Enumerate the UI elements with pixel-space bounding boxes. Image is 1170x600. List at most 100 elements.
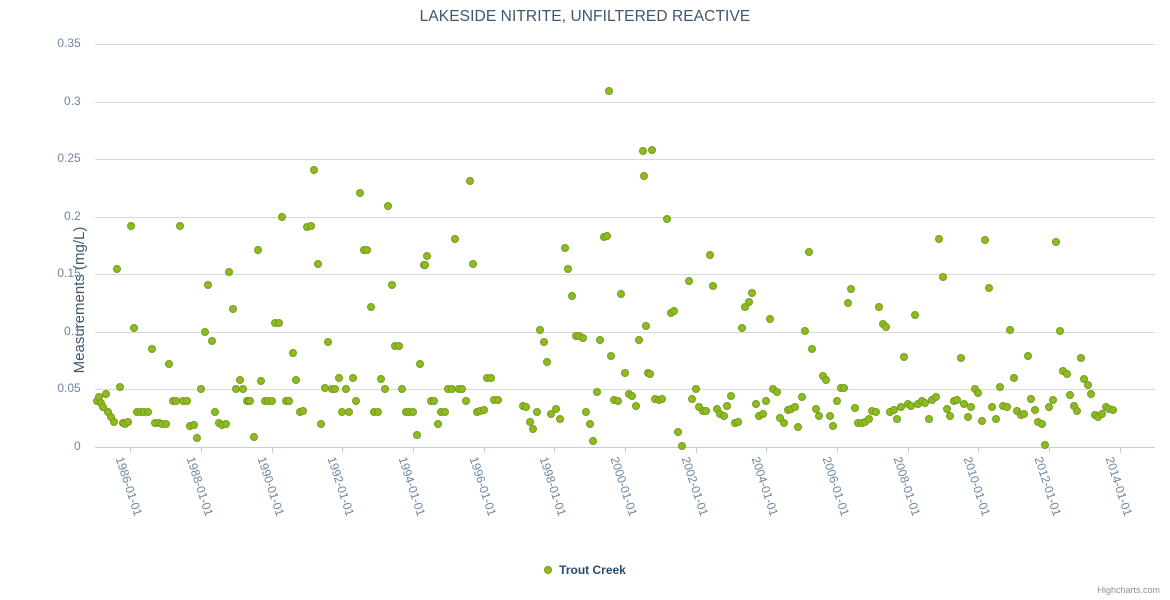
scatter-point[interactable] bbox=[228, 304, 237, 313]
scatter-point[interactable] bbox=[882, 323, 891, 332]
scatter-point[interactable] bbox=[253, 246, 262, 255]
scatter-point[interactable] bbox=[605, 87, 614, 96]
scatter-point[interactable] bbox=[758, 409, 767, 418]
scatter-point[interactable] bbox=[804, 248, 813, 257]
scatter-point[interactable] bbox=[239, 385, 248, 394]
scatter-point[interactable] bbox=[645, 370, 654, 379]
scatter-point[interactable] bbox=[578, 333, 587, 342]
scatter-point[interactable] bbox=[377, 375, 386, 384]
scatter-point[interactable] bbox=[257, 377, 266, 386]
scatter-point[interactable] bbox=[628, 392, 637, 401]
scatter-point[interactable] bbox=[762, 396, 771, 405]
scatter-point[interactable] bbox=[458, 385, 467, 394]
scatter-point[interactable] bbox=[946, 411, 955, 420]
scatter-point[interactable] bbox=[702, 407, 711, 416]
scatter-point[interactable] bbox=[373, 408, 382, 417]
scatter-point[interactable] bbox=[833, 396, 841, 405]
scatter-point[interactable] bbox=[387, 280, 396, 289]
scatter-point[interactable] bbox=[324, 338, 333, 347]
scatter-point[interactable] bbox=[606, 352, 615, 361]
scatter-point[interactable] bbox=[1062, 370, 1071, 379]
scatter-point[interactable] bbox=[1073, 407, 1082, 416]
scatter-point[interactable] bbox=[748, 288, 757, 297]
scatter-point[interactable] bbox=[112, 264, 121, 273]
scatter-point[interactable] bbox=[165, 360, 174, 369]
scatter-point[interactable] bbox=[709, 281, 718, 290]
scatter-point[interactable] bbox=[207, 337, 216, 346]
scatter-point[interactable] bbox=[285, 396, 294, 405]
scatter-point[interactable] bbox=[127, 221, 136, 230]
scatter-point[interactable] bbox=[963, 413, 972, 422]
scatter-point[interactable] bbox=[822, 376, 831, 385]
scatter-point[interactable] bbox=[430, 396, 439, 405]
scatter-point[interactable] bbox=[1045, 402, 1053, 411]
scatter-point[interactable] bbox=[1048, 395, 1057, 404]
scatter-point[interactable] bbox=[658, 394, 667, 403]
scatter-point[interactable] bbox=[981, 235, 990, 244]
scatter-point[interactable] bbox=[345, 408, 354, 417]
scatter-point[interactable] bbox=[663, 215, 672, 224]
scatter-point[interactable] bbox=[115, 383, 124, 392]
scatter-point[interactable] bbox=[539, 338, 548, 347]
scatter-point[interactable] bbox=[992, 415, 1000, 424]
scatter-point[interactable] bbox=[737, 324, 746, 333]
scatter-point[interactable] bbox=[772, 387, 781, 396]
scatter-point[interactable] bbox=[348, 373, 357, 382]
scatter-point[interactable] bbox=[462, 396, 470, 405]
scatter-point[interactable] bbox=[691, 385, 700, 394]
scatter-point[interactable] bbox=[221, 419, 230, 428]
scatter-point[interactable] bbox=[719, 411, 728, 420]
scatter-point[interactable] bbox=[847, 285, 856, 294]
credits-link[interactable]: Highcharts.com bbox=[1097, 585, 1160, 595]
scatter-point[interactable] bbox=[211, 408, 220, 417]
scatter-point[interactable] bbox=[638, 147, 647, 156]
scatter-point[interactable] bbox=[871, 408, 880, 417]
scatter-point[interactable] bbox=[299, 407, 308, 416]
scatter-point[interactable] bbox=[555, 415, 564, 424]
scatter-point[interactable] bbox=[1009, 373, 1018, 382]
scatter-point[interactable] bbox=[560, 243, 569, 252]
scatter-point[interactable] bbox=[546, 409, 555, 418]
scatter-point[interactable] bbox=[292, 376, 301, 385]
scatter-point[interactable] bbox=[423, 251, 432, 260]
scatter-point[interactable] bbox=[267, 396, 276, 405]
scatter-point[interactable] bbox=[568, 292, 576, 301]
scatter-point[interactable] bbox=[416, 360, 425, 369]
scatter-point[interactable] bbox=[529, 424, 538, 433]
legend-item-trout-creek[interactable]: Trout Creek bbox=[544, 563, 626, 577]
scatter-point[interactable] bbox=[674, 428, 682, 437]
scatter-point[interactable] bbox=[988, 402, 997, 411]
scatter-point[interactable] bbox=[433, 419, 442, 428]
scatter-point[interactable] bbox=[585, 419, 594, 428]
scatter-point[interactable] bbox=[829, 422, 838, 431]
scatter-point[interactable] bbox=[984, 284, 993, 293]
scatter-point[interactable] bbox=[197, 385, 205, 394]
scatter-point[interactable] bbox=[421, 261, 430, 270]
scatter-point[interactable] bbox=[536, 325, 545, 334]
scatter-point[interactable] bbox=[688, 394, 697, 403]
scatter-point[interactable] bbox=[161, 419, 170, 428]
scatter-point[interactable] bbox=[479, 406, 488, 415]
scatter-point[interactable] bbox=[967, 402, 976, 411]
scatter-point[interactable] bbox=[1037, 419, 1046, 428]
scatter-point[interactable] bbox=[182, 396, 191, 405]
scatter-point[interactable] bbox=[288, 348, 297, 357]
scatter-point[interactable] bbox=[1020, 409, 1029, 418]
scatter-point[interactable] bbox=[1006, 325, 1015, 334]
scatter-point[interactable] bbox=[384, 202, 393, 211]
scatter-point[interactable] bbox=[939, 272, 947, 281]
scatter-point[interactable] bbox=[175, 221, 184, 230]
scatter-point[interactable] bbox=[744, 297, 753, 306]
scatter-point[interactable] bbox=[189, 421, 198, 430]
scatter-point[interactable] bbox=[250, 432, 258, 441]
scatter-point[interactable] bbox=[398, 385, 407, 394]
scatter-point[interactable] bbox=[331, 385, 340, 394]
scatter-point[interactable] bbox=[1052, 238, 1061, 247]
scatter-point[interactable] bbox=[193, 433, 202, 442]
scatter-point[interactable] bbox=[380, 385, 389, 394]
scatter-point[interactable] bbox=[900, 353, 909, 362]
scatter-point[interactable] bbox=[592, 387, 601, 396]
scatter-point[interactable] bbox=[889, 406, 898, 415]
scatter-point[interactable] bbox=[815, 411, 824, 420]
scatter-point[interactable] bbox=[705, 250, 714, 259]
